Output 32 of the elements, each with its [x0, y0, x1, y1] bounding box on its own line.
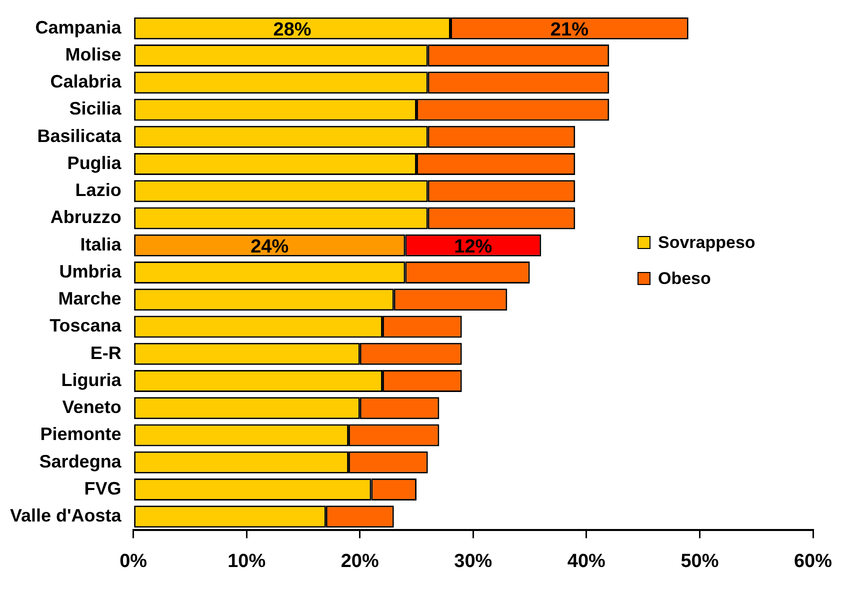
x-tick-label: 50% [680, 550, 719, 572]
data-label: 21% [550, 20, 589, 41]
y-tick-label: Piemonte [40, 424, 122, 444]
y-tick-label: E-R [90, 342, 122, 363]
y-tick-label: Toscana [50, 316, 122, 336]
data-label: 24% [250, 236, 289, 258]
legend-label: Obeso [658, 269, 711, 288]
legend-label: Sovrappeso [658, 233, 756, 252]
y-tick-label: Umbria [59, 261, 122, 282]
y-tick-label: Valle d'Aosta [10, 506, 122, 526]
y-tick-label: Sicilia [69, 98, 122, 119]
y-tick-label: Basilicata [37, 126, 122, 146]
y-tick-label: Campania [35, 17, 122, 38]
x-tick-label: 0% [120, 550, 148, 572]
y-tick-label: Puglia [67, 152, 122, 173]
x-tick-label: 10% [228, 550, 266, 572]
y-tick-label: Lazio [75, 180, 122, 200]
x-tick-label: 60% [794, 550, 832, 572]
data-label: 28% [273, 20, 312, 41]
data-label: 12% [454, 236, 492, 258]
y-tick-label: Italia [80, 234, 122, 254]
y-tick-label: Liguria [61, 370, 122, 390]
y-tick-label: Abruzzo [50, 207, 122, 228]
y-tick-label: Marche [58, 288, 122, 309]
y-tick-label: FVG [84, 478, 122, 498]
x-tick-label: 20% [340, 550, 379, 572]
y-tick-label: Veneto [62, 397, 122, 418]
y-tick-label: Molise [65, 44, 122, 64]
x-tick-label: 30% [454, 550, 492, 572]
x-tick-label: 40% [567, 550, 606, 572]
y-tick-label: Calabria [50, 72, 122, 92]
y-tick-label: Sardegna [39, 451, 122, 472]
